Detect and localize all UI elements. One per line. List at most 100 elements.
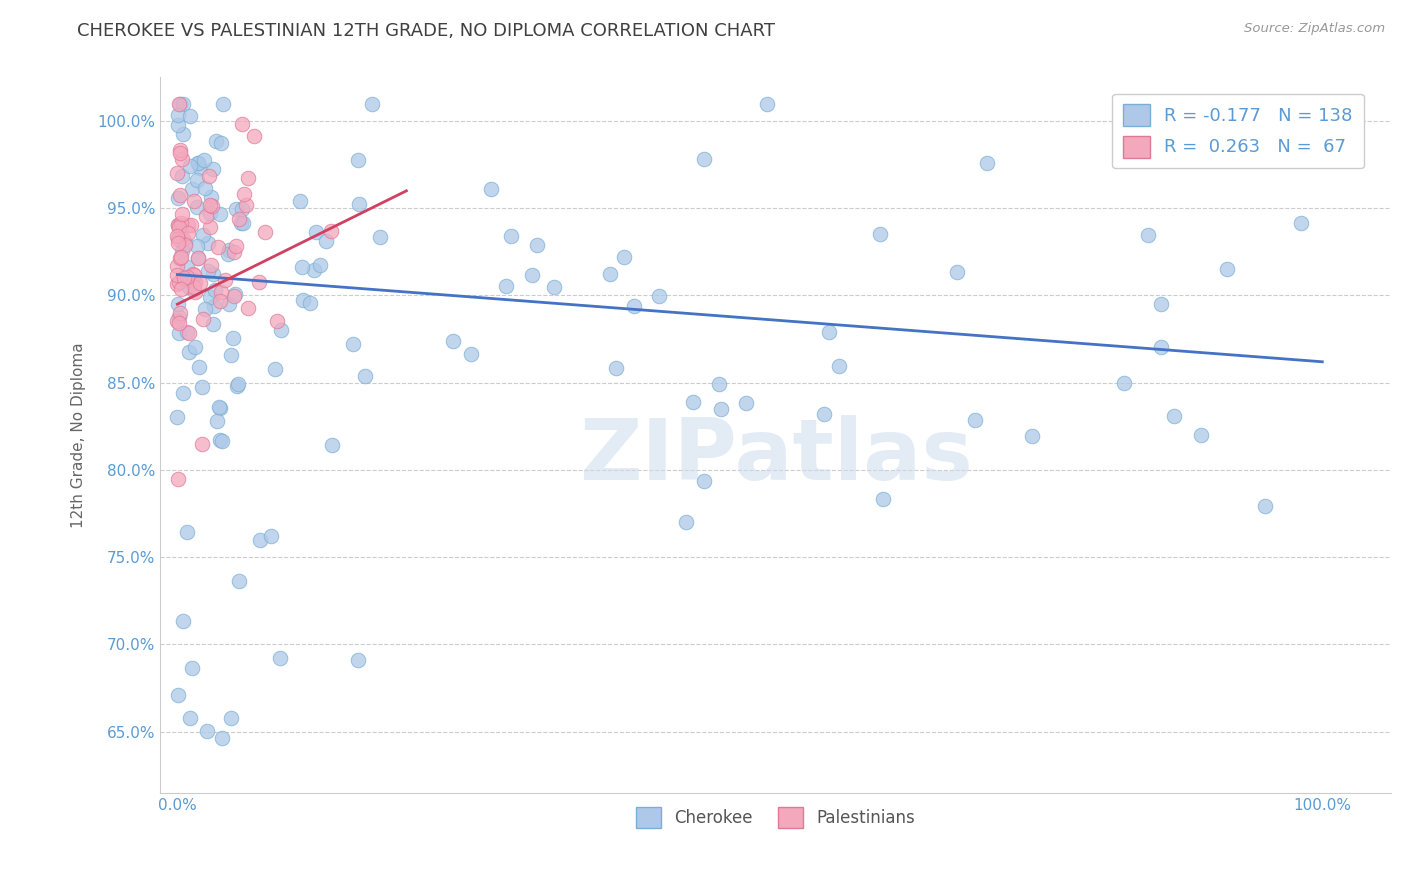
Point [172,127,194,141]
Point [302,263,325,277]
Point [217,247,239,261]
Point [179,159,201,173]
Point [211,285,233,299]
Point [495,278,517,293]
Point [976,155,998,169]
Point [1189,428,1212,442]
Point [167,472,190,486]
Point [208,400,231,414]
Point [204,283,226,297]
Point [299,296,322,310]
Point [224,286,246,301]
Point [613,250,636,264]
Point [167,297,190,311]
Point [186,239,208,253]
Point [623,299,645,313]
Point [194,302,217,317]
Point [170,251,193,265]
Point [201,268,224,282]
Point [828,359,851,373]
Point [180,218,202,232]
Point [202,317,225,331]
Point [205,414,228,428]
Point [756,96,779,111]
Point [347,153,370,167]
Point [169,251,191,265]
Point [176,525,198,540]
Point [183,194,205,208]
Point [205,134,228,148]
Point [170,207,193,221]
Point [1150,340,1173,354]
Point [201,199,224,213]
Point [167,228,190,243]
Point [167,96,190,111]
Point [198,198,221,212]
Point [219,348,242,362]
Point [354,368,377,383]
Point [183,275,205,289]
Point [169,188,191,202]
Point [1289,215,1312,229]
Point [172,231,194,245]
Point [207,240,229,254]
Point [228,211,250,226]
Point [260,529,283,543]
Point [869,227,891,241]
Point [288,194,311,209]
Point [222,288,245,302]
Point [321,437,343,451]
Point [197,235,219,250]
Point [734,395,756,409]
Point [176,270,198,285]
Point [177,218,200,232]
Point [191,312,214,326]
Point [167,219,190,234]
Point [166,219,188,233]
Point [193,228,215,243]
Point [191,436,214,450]
Point [177,344,200,359]
Point [269,650,291,665]
Point [526,238,548,252]
Point [181,267,204,281]
Point [235,198,257,212]
Point [218,297,240,311]
Point [202,299,225,313]
Point [181,661,204,675]
Point [225,238,247,252]
Point [291,260,314,274]
Point [169,96,191,111]
Point [292,293,315,307]
Point [179,109,201,123]
Point [236,301,259,315]
Point [1215,261,1237,276]
Point [172,96,194,111]
Point [305,225,328,239]
Point [188,277,211,291]
Text: Source: ZipAtlas.com: Source: ZipAtlas.com [1244,22,1385,36]
Point [173,270,195,285]
Point [187,251,209,265]
Point [166,228,188,243]
Point [963,413,986,427]
Point [675,515,697,529]
Point [176,326,198,340]
Point [166,259,188,273]
Point [693,152,716,166]
Point [315,234,337,248]
Point [813,407,835,421]
Point [1163,409,1185,423]
Point [176,260,198,274]
Point [946,265,969,279]
Point [253,225,276,239]
Point [208,207,231,221]
Point [347,653,370,667]
Point [194,209,217,223]
Point [211,434,233,449]
Point [170,152,193,166]
Point [236,171,259,186]
Point [1114,376,1136,390]
Point [183,285,205,299]
Point [219,711,242,725]
